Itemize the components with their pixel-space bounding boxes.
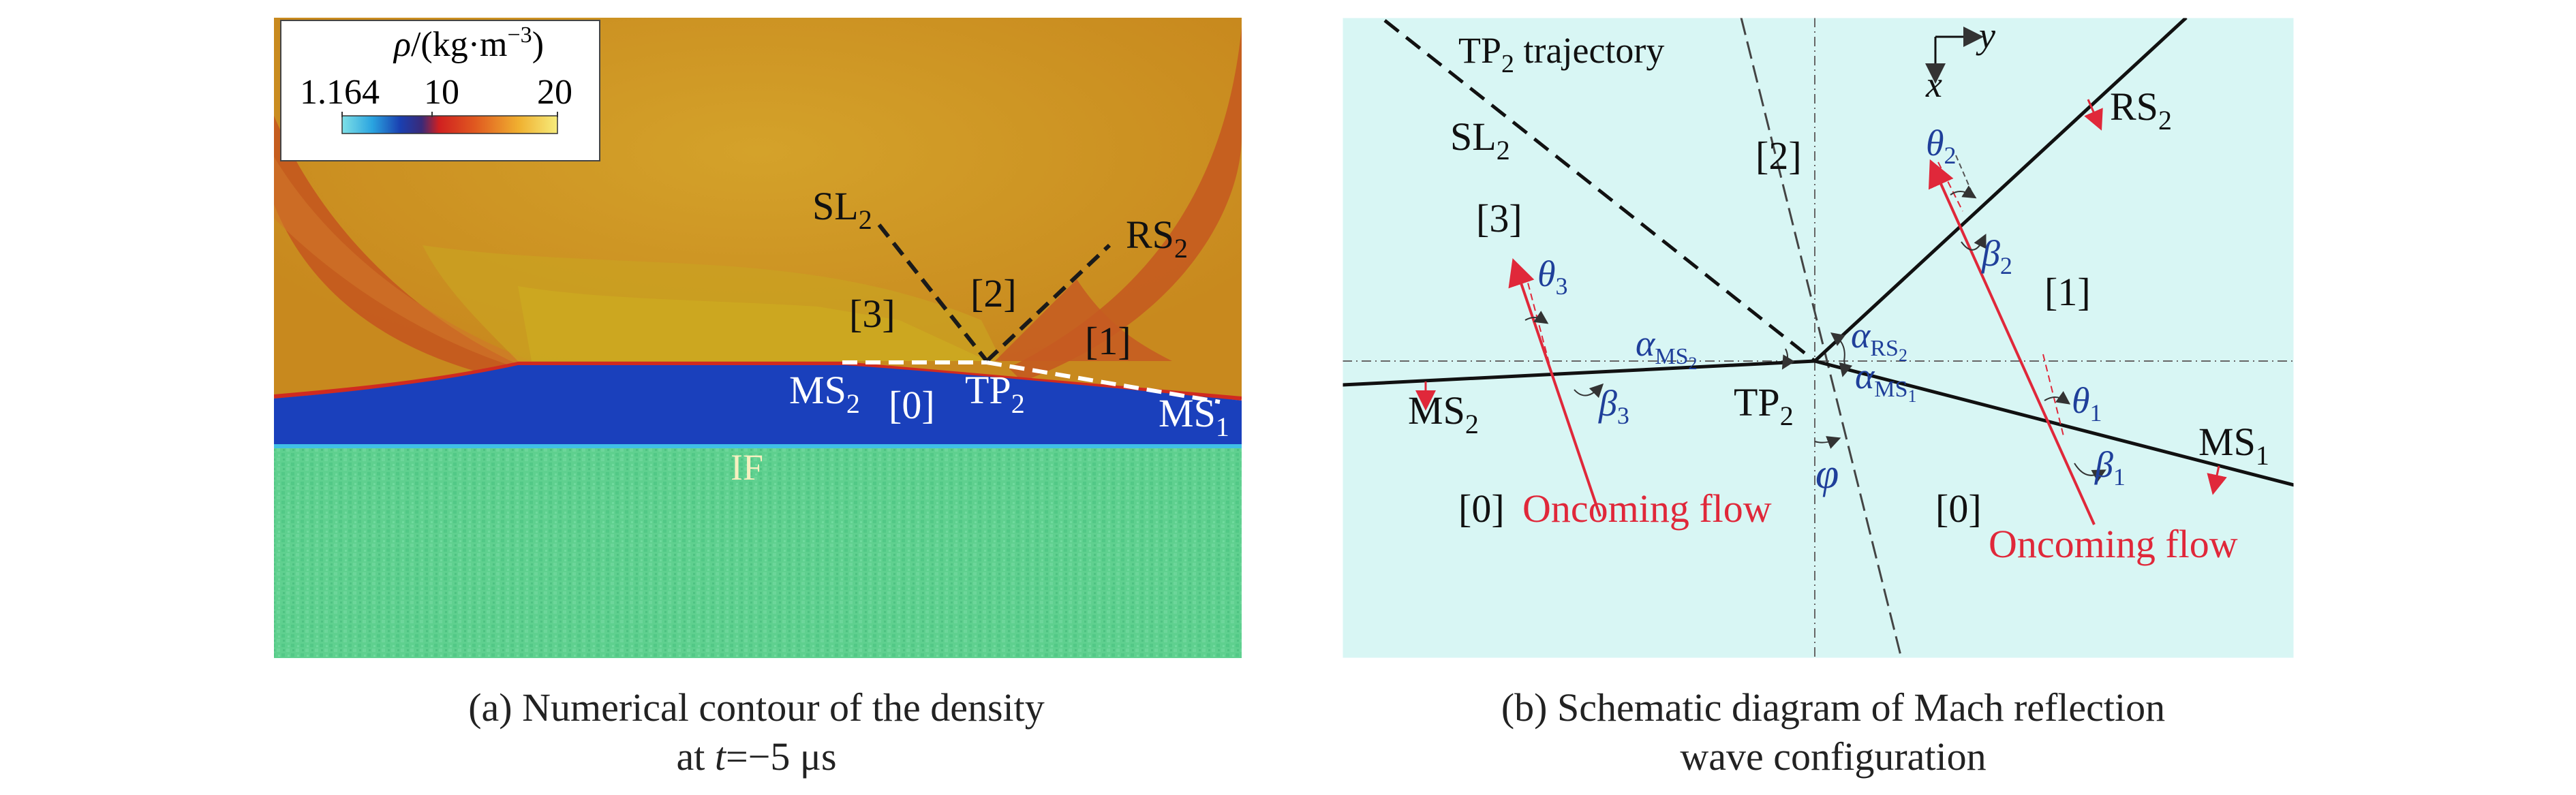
label-ms2: MS2 (789, 368, 860, 419)
legend-tick-min: 1.164 (300, 73, 380, 112)
arc-theta3 (1524, 311, 1549, 324)
caption-b-line1: (b) Schematic diagram of Mach reflection (1501, 685, 2166, 730)
label-theta2: θ2 (1926, 123, 1957, 169)
schematic-background (1343, 18, 2294, 658)
arc-alpha-ms1 (1839, 360, 1853, 377)
ms1-line (986, 360, 1221, 404)
legend-colorbar (341, 115, 558, 134)
ms1-line (1814, 359, 2294, 487)
label-alpha-ms2: αMS2 (1636, 323, 1698, 373)
label-theta3: θ3 (1537, 253, 1568, 300)
sl2-line (1383, 19, 1816, 362)
ms1-direction-arrow (2207, 465, 2227, 495)
mach-stem-region (274, 365, 1242, 446)
label-interface: IF (731, 447, 763, 488)
label-ms1: MS1 (2198, 420, 2269, 471)
legend-tick-mid: 10 (424, 73, 459, 112)
label-region-0-left: [0] (1458, 486, 1505, 531)
tp2-trajectory-line (1740, 18, 1903, 658)
panel-a-density-contour: ρ/(kg·m−3) 1.164 10 20 SL2 RS2 [3] [2] [… (274, 18, 1242, 658)
legend-title: ρ/(kg·m−3) (393, 22, 544, 64)
label-oncoming-flow-left: Oncoming flow (1522, 486, 1772, 531)
label-oncoming-flow-right: Oncoming flow (1989, 522, 2238, 566)
normal-right (2042, 354, 2064, 437)
label-ms2: MS2 (1408, 388, 1479, 439)
arc-alpha-ms2 (1781, 348, 1795, 370)
normal-left (1524, 272, 1557, 389)
rs2-direction-arrow (2084, 99, 2103, 131)
label-tp2: TP2 (965, 368, 1025, 419)
arc-beta1 (2074, 463, 2106, 482)
caption-b: (b) Schematic diagram of Mach reflection… (1343, 683, 2324, 781)
label-region-2: [2] (970, 271, 1017, 315)
legend-tick-max: 20 (537, 73, 572, 112)
arc-beta3 (1574, 383, 1604, 399)
label-region-2: [2] (1755, 134, 1802, 178)
label-theta1: θ1 (2072, 380, 2102, 426)
caption-a-line2: at t=−5 μs (676, 734, 837, 779)
arc-alpha-rs2 (1830, 332, 1846, 362)
label-region-3: [3] (849, 292, 895, 336)
arc-theta1 (2044, 391, 2071, 405)
label-axis-x: x (1925, 64, 1942, 105)
label-region-3: [3] (1476, 196, 1522, 240)
ms2-line (1343, 359, 1815, 387)
label-alpha-ms1: αMS1 (1855, 356, 1917, 406)
caption-a: (a) Numerical contour of the density at … (273, 683, 1240, 781)
label-rs2: RS2 (1126, 213, 1188, 264)
label-region-0-right: [0] (1935, 486, 1982, 531)
flow-line-left (1508, 258, 1601, 517)
arc-beta2 (1961, 234, 1987, 251)
label-beta1: β1 (2094, 444, 2126, 490)
label-alpha-rs2: αRS2 (1851, 315, 1907, 365)
arc-phi (1814, 436, 1841, 449)
label-phi: φ (1815, 451, 1839, 497)
mach-stem-edge (274, 362, 1242, 401)
label-region-1: [1] (1085, 319, 1131, 363)
label-beta3: β3 (1598, 383, 1629, 429)
label-axis-y: y (1976, 15, 1995, 56)
caption-a-line1: (a) Numerical contour of the density (468, 685, 1045, 730)
label-rs2: RS2 (2110, 84, 2172, 136)
label-tp2: TP2 (1734, 380, 1794, 431)
rs2-line (985, 243, 1111, 363)
normal-center (1937, 161, 1963, 212)
caption-a-time-symbol: t (714, 734, 726, 779)
caption-b-line2: wave configuration (1680, 734, 1987, 779)
shocked-gas-core (518, 286, 988, 361)
lower-gas-region (274, 448, 1242, 658)
interface-line (274, 444, 1242, 448)
caption-a-time-value: =−5 μs (725, 734, 837, 779)
bubble-rim-right (1009, 27, 1242, 381)
arc-theta2 (1950, 185, 1977, 199)
label-region-1: [1] (2044, 270, 2091, 314)
sl2-line (877, 223, 989, 362)
flow-line-right (1928, 159, 2096, 525)
schematic-frame (1342, 17, 2295, 659)
label-tp2-trajectory: TP2 trajectory (1458, 30, 1664, 78)
label-sl2: SL2 (812, 184, 872, 235)
label-beta2: β2 (1981, 233, 2012, 279)
bubble-rim-left-outer (274, 157, 532, 368)
rs2-line (1813, 18, 2188, 362)
panel-b-schematic: TP2 trajectory y x SL2 [2] [3] RS2 [1] M… (1342, 15, 2295, 659)
density-legend: ρ/(kg·m−3) 1.164 10 20 (280, 20, 600, 161)
region-1-fill (995, 279, 1172, 361)
label-region-0: [0] (889, 383, 935, 427)
label-sl2: SL2 (1450, 114, 1510, 166)
label-ms1: MS1 (1159, 391, 1229, 442)
